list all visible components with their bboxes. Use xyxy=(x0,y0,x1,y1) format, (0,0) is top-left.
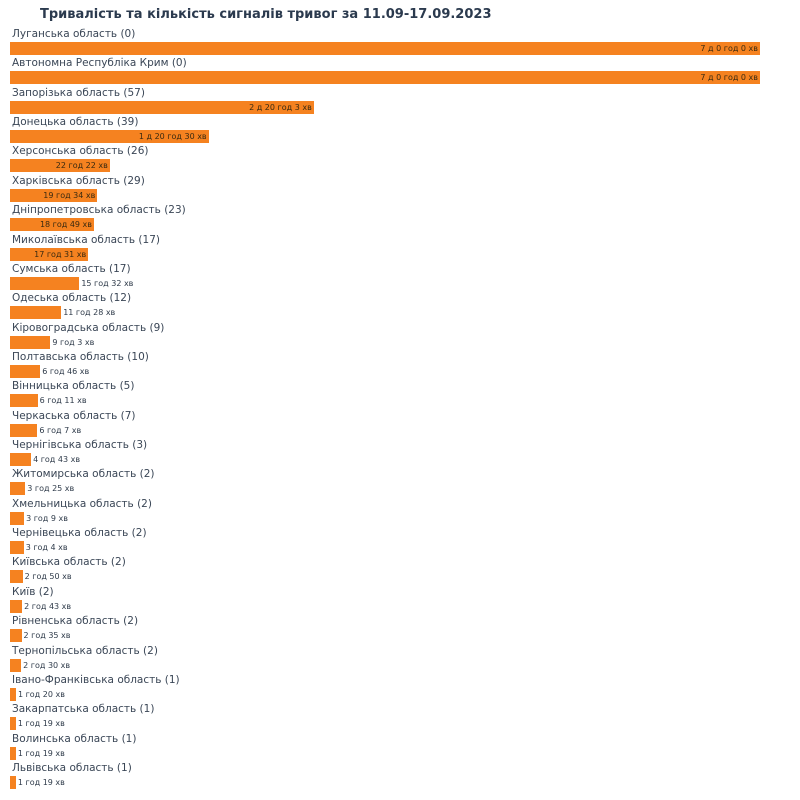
bar xyxy=(10,276,80,290)
category-label: Сумська область (17) xyxy=(12,262,131,275)
category-label: Київська область (2) xyxy=(12,556,126,569)
value-label: 6 год 46 хв xyxy=(42,366,90,376)
value-label: 3 год 4 хв xyxy=(25,543,68,553)
bar xyxy=(10,42,760,55)
value-label: 15 год 32 хв xyxy=(81,278,134,288)
category-label: Миколаївська область (17) xyxy=(12,233,160,246)
category-label: Кіровоградська область (9) xyxy=(12,321,165,334)
bar xyxy=(10,717,16,731)
category-label: Запорізька область (57) xyxy=(12,86,145,99)
value-label: 3 год 25 хв xyxy=(27,484,75,494)
bar xyxy=(10,100,314,114)
value-label: 4 год 43 хв xyxy=(33,455,81,465)
category-label: Хмельницька область (2) xyxy=(12,497,152,510)
category-label: Дніпропетровська область (23) xyxy=(12,204,186,217)
category-label: Вінницька область (5) xyxy=(12,380,135,393)
value-label: 2 год 35 хв xyxy=(23,631,71,641)
bar xyxy=(10,159,110,173)
bar xyxy=(10,776,16,789)
value-label: 1 год 20 хв xyxy=(17,689,65,699)
value-label: 3 год 9 хв xyxy=(26,513,68,523)
bar xyxy=(10,687,16,701)
bar xyxy=(10,218,95,232)
category-label: Луганська область (0) xyxy=(12,28,136,40)
bar xyxy=(10,71,760,85)
category-label: Київ (2) xyxy=(12,585,54,598)
category-label: Тернопільська область (2) xyxy=(12,644,158,657)
value-label: 9 год 3 хв xyxy=(52,337,95,347)
category-label: Донецька область (39) xyxy=(12,116,139,129)
category-label: Полтавська область (10) xyxy=(12,350,149,363)
value-label: 2 д 20 год 3 хв xyxy=(249,102,312,112)
category-label: Житомирська область (2) xyxy=(12,468,155,481)
value-label: 1 год 19 хв xyxy=(17,748,65,758)
bar xyxy=(10,306,62,320)
value-label: 7 д 0 год 0 хв xyxy=(700,73,758,83)
value-label: 22 год 22 хв xyxy=(55,161,108,171)
category-label: Черкаська область (7) xyxy=(12,409,136,422)
bar xyxy=(10,746,16,760)
value-label: 11 год 28 хв xyxy=(63,308,116,318)
category-label: Чернігівська область (3) xyxy=(12,439,148,452)
bar xyxy=(10,335,51,349)
value-label: 6 год 7 хв xyxy=(39,425,82,435)
chart-title: Тривалість та кількість сигналів тривог … xyxy=(40,7,492,22)
bar xyxy=(10,541,24,555)
category-label: Чернівецька область (2) xyxy=(12,527,147,540)
bar xyxy=(10,423,38,437)
bar xyxy=(10,364,41,378)
bar xyxy=(10,511,25,525)
category-label: Харківська область (29) xyxy=(12,174,145,187)
bar xyxy=(10,570,23,584)
value-label: 18 год 49 хв xyxy=(39,220,93,230)
value-label: 6 год 11 хв xyxy=(39,396,87,406)
category-label: Волинська область (1) xyxy=(12,732,137,745)
value-label: 1 год 19 хв xyxy=(17,778,65,787)
category-label: Автономна Республіка Крим (0) xyxy=(12,57,187,70)
bar xyxy=(10,629,22,643)
category-label: Одеська область (12) xyxy=(12,292,132,305)
category-label: Рівненська область (2) xyxy=(12,615,139,628)
value-label: 2 год 50 хв xyxy=(24,572,72,582)
value-label: 1 д 20 год 30 хв xyxy=(138,132,207,142)
value-label: 2 год 43 хв xyxy=(24,601,72,611)
bar xyxy=(10,599,23,613)
value-label: 17 год 31 хв xyxy=(34,249,87,259)
category-label: Херсонська область (26) xyxy=(12,145,149,158)
value-label: 1 год 19 хв xyxy=(17,719,65,729)
bar xyxy=(10,130,209,144)
value-label: 2 год 30 хв xyxy=(23,660,71,670)
bar xyxy=(10,394,38,408)
category-label: Львівська область (1) xyxy=(12,762,132,774)
value-label: 19 год 34 хв xyxy=(43,190,96,200)
category-label: Івано-Франківська область (1) xyxy=(12,673,180,686)
bar xyxy=(10,453,32,467)
bar xyxy=(10,247,89,261)
value-label: 7 д 0 год 0 хв xyxy=(700,44,758,53)
bar xyxy=(10,658,22,672)
category-label: Закарпатська область (1) xyxy=(12,703,155,716)
bar xyxy=(10,188,98,202)
bar xyxy=(10,482,26,496)
